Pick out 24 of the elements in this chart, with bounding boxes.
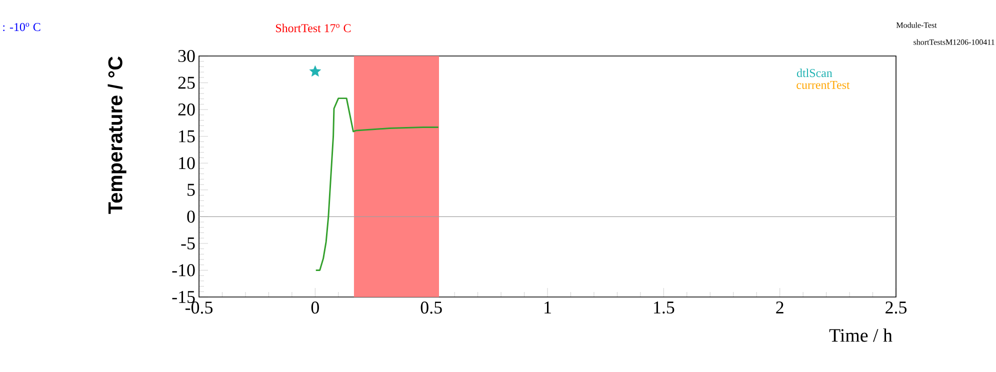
y-axis-title: Temperature / °C <box>108 56 126 214</box>
x-tick-label: 2 <box>776 302 784 314</box>
x-tick-label: 2.5 <box>886 302 907 314</box>
y-tick-label: 15 <box>179 130 195 142</box>
text: ShortTest 17$^{o}$ C <box>276 24 351 32</box>
annotation: currentTest <box>796 81 850 89</box>
y-tick-label: -10 <box>172 264 195 276</box>
x-tick-label: 0.5 <box>420 302 442 314</box>
y-tick-label: 10 <box>179 157 195 170</box>
y-tick-label: 5 <box>188 184 195 196</box>
y-tick-label: -5 <box>181 237 195 250</box>
x-tick-label: -0.5 <box>185 302 212 314</box>
text: dtlScan <box>796 68 832 78</box>
x-axis-title: Time / h <box>829 328 892 342</box>
y-tick-label: 25 <box>178 76 195 89</box>
y-tick-label: 0 <box>187 210 195 223</box>
text: : -10$^{o}$ C <box>3 22 40 32</box>
y-tick-label: -15 <box>172 290 195 304</box>
x-tick-label: 1.5 <box>654 302 674 314</box>
y-tick-label: 30 <box>178 50 195 62</box>
x-tick-label: 0 <box>311 302 319 314</box>
x-tick-label: 1 <box>544 302 551 314</box>
y-tick-label: 20 <box>178 104 195 116</box>
line-series <box>315 98 440 271</box>
